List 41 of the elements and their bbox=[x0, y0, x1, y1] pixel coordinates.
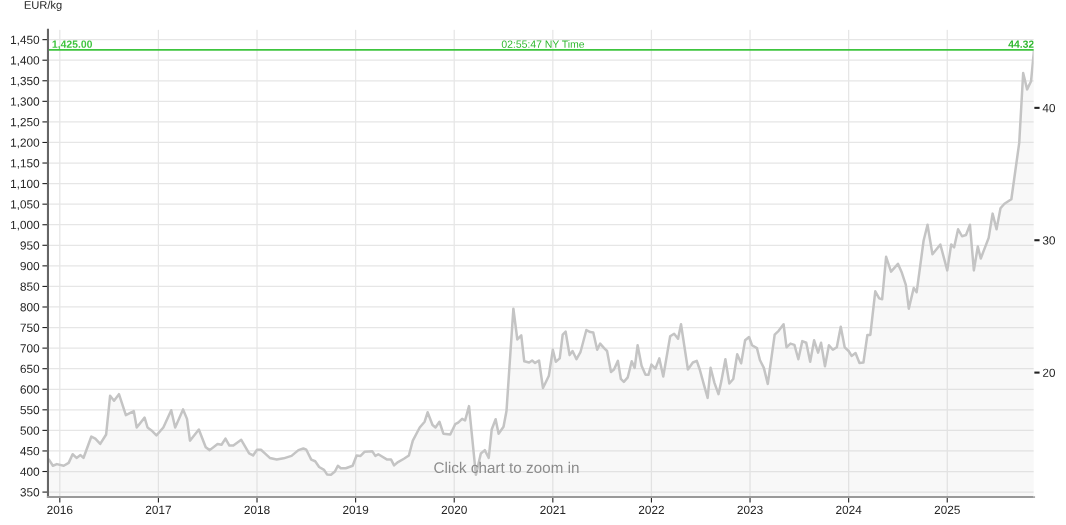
y-tick-label: 900 bbox=[20, 261, 40, 271]
y-tick-label: 750 bbox=[20, 323, 40, 332]
y-tick-label: 1,250 bbox=[11, 117, 40, 128]
x-tick-label: 2017 bbox=[145, 505, 171, 515]
y-tick-label: 400 bbox=[20, 467, 40, 476]
annotation: 44.32 bbox=[1008, 40, 1034, 48]
y-tick-label: 1,150 bbox=[11, 159, 40, 169]
x-tick-label: 2019 bbox=[343, 505, 369, 515]
y-tick-label: 950 bbox=[20, 241, 40, 250]
y-tick-label: 550 bbox=[20, 405, 40, 415]
x-tick-label: 2024 bbox=[836, 505, 862, 515]
y-tick-label: 1,200 bbox=[11, 138, 40, 149]
y-tick-label: 1,100 bbox=[11, 179, 40, 190]
x-tick-label: 2021 bbox=[540, 505, 566, 515]
y-axis-title: EUR/kg bbox=[24, 0, 62, 12]
y-tick-label: 650 bbox=[20, 364, 40, 374]
y-tick-label: 1,300 bbox=[11, 97, 40, 108]
y-tick-label: 450 bbox=[20, 446, 40, 456]
y-tick-label: 500 bbox=[20, 426, 40, 435]
ref-line-label: 1,425.00 bbox=[52, 40, 93, 50]
x-tick-label: 2020 bbox=[441, 505, 467, 515]
x-tick-label: 2025 bbox=[934, 505, 960, 515]
annotation: 02:55:47 NY Time bbox=[501, 40, 585, 48]
y-tick-label: 1,000 bbox=[11, 220, 40, 231]
y-tick-label: 700 bbox=[20, 344, 40, 353]
x-tick-label: 2016 bbox=[47, 505, 73, 515]
y-tick-label: 600 bbox=[20, 385, 40, 394]
x-tick-label: 2018 bbox=[244, 505, 270, 515]
y-tick-label: 850 bbox=[20, 282, 40, 291]
y-tick-label: 1,050 bbox=[11, 200, 40, 210]
y2-tick-label: 40 bbox=[1042, 103, 1056, 113]
y-tick-label: 800 bbox=[20, 303, 40, 312]
x-tick-label: 2023 bbox=[737, 505, 763, 515]
annotation: Click chart to zoom in bbox=[434, 461, 579, 474]
y-tick-label: 1,350 bbox=[11, 76, 40, 87]
y-tick-label: 1,450 bbox=[11, 35, 40, 46]
y2-tick-label: 20 bbox=[1042, 368, 1056, 377]
x-tick-label: 2022 bbox=[638, 505, 664, 515]
y2-tick-label: 30 bbox=[1042, 236, 1056, 245]
y-tick-label: 1,400 bbox=[11, 56, 40, 66]
y-tick-label: 350 bbox=[20, 488, 40, 497]
